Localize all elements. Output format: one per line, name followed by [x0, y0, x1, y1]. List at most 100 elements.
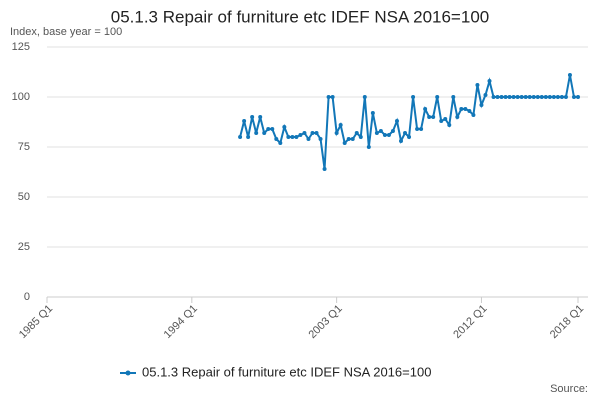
data-point	[495, 95, 500, 99]
data-point	[571, 95, 576, 99]
data-point	[523, 95, 528, 99]
data-point	[310, 131, 315, 135]
y-tick-label: 75	[18, 141, 30, 153]
data-point	[306, 137, 311, 141]
data-point	[386, 133, 391, 137]
data-point	[330, 95, 335, 99]
data-point	[547, 95, 552, 99]
data-point	[390, 129, 395, 133]
y-tick-label: 25	[18, 241, 30, 253]
data-point	[242, 119, 247, 123]
x-tick-label: 2012 Q1	[451, 303, 489, 341]
y-tick-label: 100	[12, 91, 30, 103]
data-point	[511, 95, 516, 99]
data-point	[555, 95, 560, 99]
data-point	[274, 137, 279, 141]
x-tick-label: 2018 Q1	[548, 303, 586, 341]
data-point	[342, 141, 347, 145]
data-point	[483, 93, 488, 97]
data-point	[479, 103, 484, 107]
x-tick-label: 1985 Q1	[17, 303, 55, 341]
x-tick-label: 2003 Q1	[306, 303, 344, 341]
data-point	[278, 141, 283, 145]
data-point	[370, 111, 375, 115]
data-point	[366, 145, 371, 149]
data-point	[318, 137, 323, 141]
data-point	[350, 137, 355, 141]
data-point	[567, 73, 572, 77]
data-point	[539, 95, 544, 99]
data-point	[338, 123, 343, 127]
y-axis-label: Index, base year = 100	[10, 26, 122, 38]
data-point	[250, 115, 255, 119]
data-point	[334, 131, 339, 135]
data-point	[258, 115, 263, 119]
y-tick-label: 125	[12, 41, 30, 53]
data-point	[262, 131, 267, 135]
data-point	[403, 131, 408, 135]
data-point	[358, 135, 363, 139]
data-point	[270, 127, 275, 131]
data-point	[451, 95, 456, 99]
data-point	[459, 107, 464, 111]
data-point	[455, 115, 460, 119]
data-point	[298, 133, 303, 137]
data-point	[447, 123, 452, 127]
data-point	[487, 79, 492, 83]
data-point	[382, 133, 387, 137]
data-point	[531, 95, 536, 99]
legend-label: 05.1.3 Repair of furniture etc IDEF NSA …	[142, 364, 431, 379]
source: Source:	[550, 383, 588, 395]
data-point	[238, 135, 243, 139]
data-point	[507, 95, 512, 99]
series-line	[239, 74, 578, 170]
data-point	[354, 131, 359, 135]
data-point	[286, 135, 291, 139]
x-tick-label: 1994 Q1	[162, 303, 200, 341]
data-point	[254, 131, 259, 135]
data-point	[294, 135, 299, 139]
data-point	[326, 95, 331, 99]
data-point	[519, 95, 524, 99]
legend-marker	[125, 370, 131, 376]
data-point	[290, 135, 295, 139]
data-point	[543, 95, 548, 99]
data-point	[302, 131, 307, 135]
data-point	[322, 167, 327, 171]
data-point	[415, 127, 420, 131]
data-point	[503, 95, 508, 99]
data-point	[499, 95, 504, 99]
data-point	[374, 131, 379, 135]
data-point	[407, 135, 412, 139]
data-point	[419, 127, 424, 131]
data-point	[378, 129, 383, 133]
y-tick-label: 50	[18, 191, 30, 203]
data-point	[559, 95, 564, 99]
data-point	[246, 135, 251, 139]
data-point	[411, 95, 416, 99]
data-point	[467, 109, 472, 113]
chart-title: 05.1.3 Repair of furniture etc IDEF NSA …	[111, 7, 489, 26]
data-point	[399, 139, 403, 143]
data-point	[475, 83, 480, 87]
data-point	[439, 119, 444, 123]
data-point	[346, 137, 351, 141]
data-point	[427, 115, 432, 119]
data-point	[471, 113, 476, 117]
data-point	[463, 107, 468, 111]
data-point	[515, 95, 520, 99]
data-point	[563, 95, 568, 99]
data-point	[535, 95, 540, 99]
data-point	[282, 125, 287, 129]
data-point	[394, 119, 399, 123]
data-point	[527, 95, 532, 99]
data-point	[314, 131, 319, 135]
data-point	[431, 115, 436, 119]
data-point	[551, 95, 556, 99]
data-point	[435, 95, 440, 99]
y-tick-label: 0	[24, 291, 30, 303]
data-point	[362, 95, 367, 99]
data-point	[491, 95, 496, 99]
data-point	[576, 95, 580, 99]
